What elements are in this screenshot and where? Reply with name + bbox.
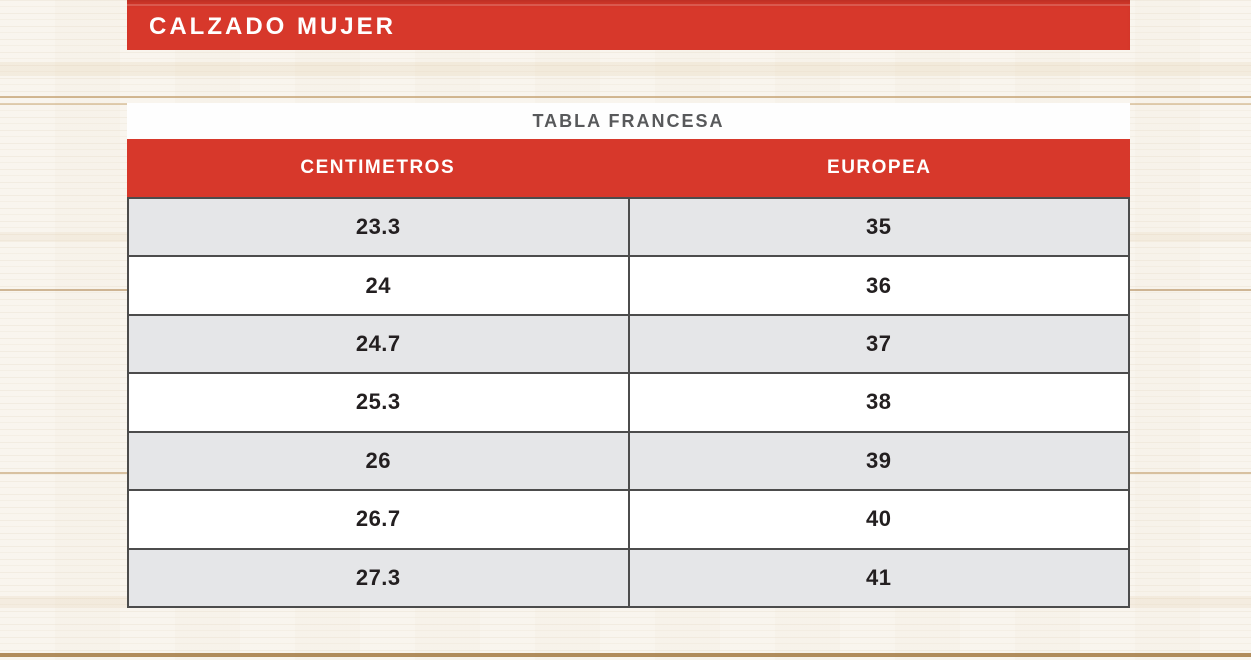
cell-europea: 38 [866, 389, 892, 415]
column-header-centimetros: CENTIMETROS [300, 157, 456, 178]
table-row: 24.7 37 [129, 313, 1128, 373]
table-row: 26.7 40 [129, 489, 1128, 548]
table-row: 24 36 [129, 255, 1128, 314]
cell-centimetros: 24 [129, 257, 630, 314]
cell-europea: 40 [866, 506, 892, 532]
table-body: 23.3 35 24 36 24.7 37 25.3 38 26 39 26.7… [127, 197, 1130, 608]
cell-centimetros: 25.3 [129, 374, 630, 431]
cell-centimetros: 26 [129, 432, 630, 490]
cell-centimetros: 27.3 [129, 549, 630, 606]
cell-europea: 41 [866, 564, 892, 590]
table-title: TABLA FRANCESA [532, 110, 725, 131]
cell-centimetros: 24.7 [129, 315, 630, 373]
table-row: 25.3 38 [129, 372, 1128, 431]
cell-centimetros: 26.7 [129, 491, 630, 548]
table-row: 23.3 35 [129, 197, 1128, 256]
size-table-panel: TABLA FRANCESA CENTIMETROS EUROPEA 23.3 … [127, 103, 1130, 608]
cell-europea: 37 [866, 331, 892, 357]
table-header-row: CENTIMETROS EUROPEA [127, 139, 1130, 197]
page-banner: CALZADO MUJER [127, 0, 1130, 50]
table-row: 27.3 41 [129, 547, 1128, 606]
cell-europea: 36 [866, 272, 892, 298]
column-header-europea: EUROPEA [827, 157, 932, 178]
cell-europea: 35 [866, 214, 892, 240]
table-title-band: TABLA FRANCESA [127, 103, 1130, 139]
table-row: 26 39 [129, 430, 1128, 490]
cell-europea: 39 [866, 447, 892, 473]
cell-centimetros: 23.3 [129, 199, 630, 256]
page-title: CALZADO MUJER [149, 12, 396, 40]
